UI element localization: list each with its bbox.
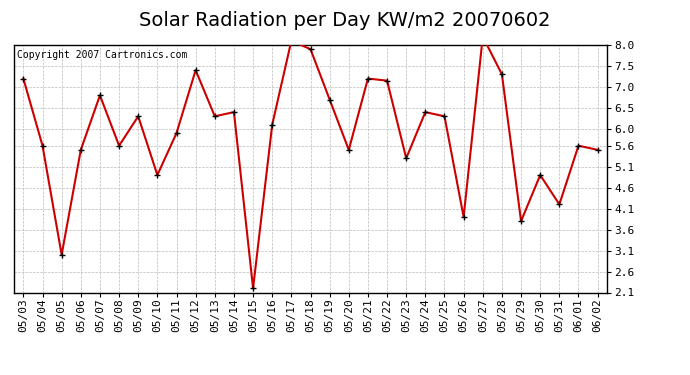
Text: Copyright 2007 Cartronics.com: Copyright 2007 Cartronics.com xyxy=(17,50,187,60)
Text: Solar Radiation per Day KW/m2 20070602: Solar Radiation per Day KW/m2 20070602 xyxy=(139,11,551,30)
